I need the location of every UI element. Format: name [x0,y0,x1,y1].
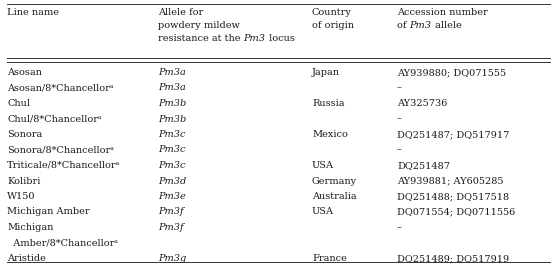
Text: allele: allele [432,21,461,30]
Text: Accession number: Accession number [397,8,488,17]
Text: Country: Country [312,8,352,17]
Text: Sonora: Sonora [7,130,42,139]
Text: Mexico: Mexico [312,130,348,139]
Text: of: of [397,21,409,30]
Text: Aristide: Aristide [7,254,46,263]
Text: Pm3: Pm3 [244,34,265,43]
Text: –: – [397,114,402,123]
Text: Pm3e: Pm3e [158,192,186,201]
Text: Germany: Germany [312,177,357,185]
Text: Pm3b: Pm3b [158,99,186,108]
Text: Kolibri: Kolibri [7,177,40,185]
Text: USA: USA [312,161,334,170]
Text: Pm3: Pm3 [409,21,432,30]
Text: Asosan/8*Chancellorᵃ: Asosan/8*Chancellorᵃ [7,84,114,93]
Text: Pm3b: Pm3b [158,114,186,123]
Text: resistance at the: resistance at the [158,34,244,43]
Text: DQ251489; DQ517919: DQ251489; DQ517919 [397,254,509,263]
Text: DQ071554; DQ0711556: DQ071554; DQ0711556 [397,207,515,217]
Text: locus: locus [265,34,295,43]
Text: W150: W150 [7,192,35,201]
Text: Chul/8*Chancellorᵃ: Chul/8*Chancellorᵃ [7,114,101,123]
Text: France: France [312,254,347,263]
Text: Pm3f: Pm3f [158,223,183,232]
Text: Pm3a: Pm3a [158,84,186,93]
Text: Japan: Japan [312,68,340,77]
Text: of origin: of origin [312,21,354,30]
Text: AY325736: AY325736 [397,99,448,108]
Text: –: – [397,84,402,93]
Text: DQ251487: DQ251487 [397,161,450,170]
Text: Australia: Australia [312,192,357,201]
Text: Amber/8*Chancellorᵃ: Amber/8*Chancellorᵃ [7,239,118,247]
Text: –: – [397,223,402,232]
Text: Pm3g: Pm3g [158,254,186,263]
Text: Pm3f: Pm3f [158,207,183,217]
Text: Michigan: Michigan [7,223,53,232]
Text: Russia: Russia [312,99,345,108]
Text: AY939880; DQ071555: AY939880; DQ071555 [397,68,506,77]
Text: Pm3c: Pm3c [158,146,186,155]
Text: Pm3c: Pm3c [158,130,186,139]
Text: Pm3c: Pm3c [158,161,186,170]
Text: Chul: Chul [7,99,30,108]
Text: Pm3d: Pm3d [158,177,186,185]
Text: Asosan: Asosan [7,68,42,77]
Text: powdery mildew: powdery mildew [158,21,240,30]
Text: Sonora/8*Chancellorᵃ: Sonora/8*Chancellorᵃ [7,146,114,155]
Text: AY939881; AY605285: AY939881; AY605285 [397,177,504,185]
Text: Pm3a: Pm3a [158,68,186,77]
Text: Triticale/8*Chancellorᵃ: Triticale/8*Chancellorᵃ [7,161,120,170]
Text: DQ251488; DQ517518: DQ251488; DQ517518 [397,192,509,201]
Text: –: – [397,146,402,155]
Text: USA: USA [312,207,334,217]
Text: Line name: Line name [7,8,59,17]
Text: Allele for: Allele for [158,8,203,17]
Text: DQ251487; DQ517917: DQ251487; DQ517917 [397,130,509,139]
Text: Michigan Amber: Michigan Amber [7,207,90,217]
